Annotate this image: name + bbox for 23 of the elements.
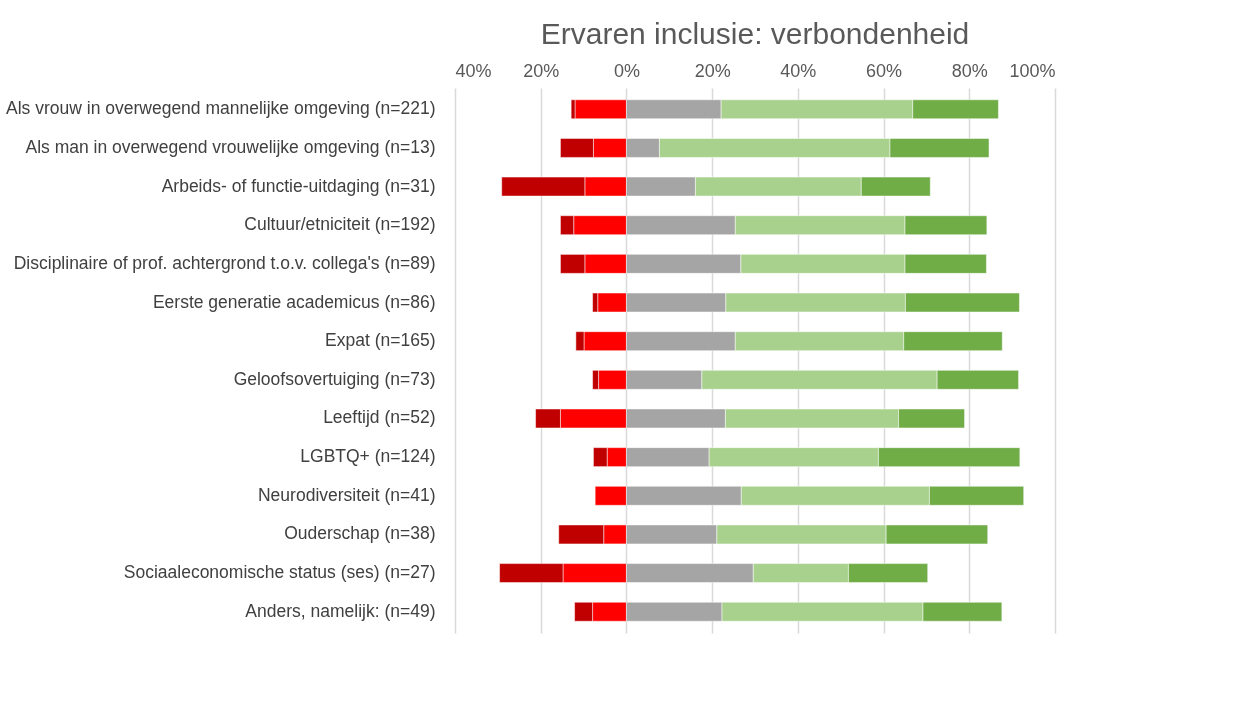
y-tick-label: Geloofsovertuiging (n=73) — [233, 368, 436, 389]
y-tick-label: Als man in overwegend vrouwelijke omgeving (n=13) — [25, 136, 436, 157]
x-tick-label: 40% — [455, 60, 492, 81]
x-tick-label: 80% — [951, 60, 988, 81]
chart-title: Ervaren inclusie: verbondenheid — [540, 17, 970, 50]
y-tick-label: Neurodiversiteit (n=41) — [257, 484, 436, 505]
x-tick-label: 0% — [613, 60, 640, 81]
y-tick-label: Expat (n=165) — [325, 330, 436, 351]
y-tick-label: Sociaaleconomische status (ses) (n=27) — [123, 562, 436, 583]
y-tick-label: Als vrouw in overwegend mannelijke omgeving (n=221) — [6, 98, 436, 119]
y-tick-label: Ouderschap (n=38) — [284, 523, 436, 544]
y-tick-label: Eerste generatie academicus (n=86) — [152, 291, 436, 312]
y-tick-label: Arbeids- of functie-uitdaging (n=31) — [161, 175, 436, 196]
x-tick-label: 40% — [780, 60, 817, 81]
y-tick-label: Cultuur/etniciteit (n=192) — [244, 214, 436, 235]
y-tick-label: Anders, namelijk: (n=49) — [245, 600, 436, 621]
y-tick-label: Disciplinaire of prof. achtergrond t.o.v. collega's (n=89) — [13, 252, 436, 273]
x-tick-label: 20% — [694, 60, 731, 81]
x-tick-label: 100% — [1009, 60, 1056, 81]
y-tick-label: LGBTQ+ (n=124) — [300, 446, 436, 467]
x-tick-label: 20% — [523, 60, 560, 81]
y-tick-label: Leeftijd (n=52) — [323, 407, 436, 428]
x-tick-label: 60% — [866, 60, 903, 81]
